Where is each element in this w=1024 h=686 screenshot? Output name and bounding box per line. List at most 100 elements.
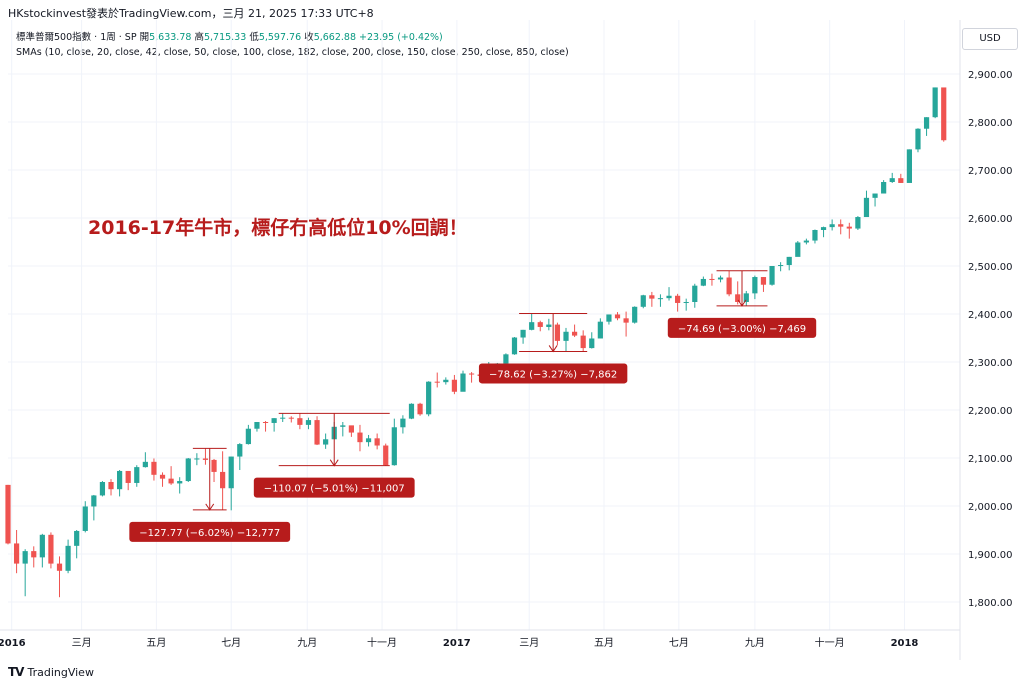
candle-down: [159, 474, 166, 479]
candle-down: [13, 543, 20, 564]
measure-label: −74.69 (−3.00%) −7,469: [678, 324, 806, 335]
candle-up: [563, 331, 569, 341]
candle-up: [915, 128, 921, 150]
y-tick-label: 2,800.00: [968, 118, 1013, 129]
chart-title: 2016-17年牛市，標仔冇高低位10%回調！: [88, 216, 468, 239]
chart-area[interactable]: −127.77 (−6.02%) −12,777 −110.07 (−5.01%)…: [0, 0, 1024, 660]
low-value: 5,597.76: [258, 32, 302, 43]
tradingview-logo-icon: TV: [8, 665, 25, 679]
candle-up: [529, 322, 535, 330]
measure-arrow-head: [737, 299, 747, 307]
candle-down: [56, 563, 63, 571]
measure-label: −127.77 (−6.02%) −12,777: [139, 528, 280, 539]
candle-down: [151, 461, 157, 475]
candle-down: [383, 445, 389, 466]
x-tick-label: 九月: [297, 637, 317, 649]
y-tick-label: 2,700.00: [968, 166, 1013, 177]
x-tick-label: 三月: [519, 637, 539, 649]
candle-up: [717, 277, 724, 280]
candle-down: [434, 381, 440, 383]
y-tick-label: 1,900.00: [968, 550, 1013, 561]
y-tick-label: 2,400.00: [968, 310, 1013, 321]
measure-label: −78.62 (−3.27%) −7,862: [489, 369, 617, 380]
open-label: 開: [139, 32, 150, 43]
candle-up: [520, 329, 526, 338]
candle-up: [700, 278, 706, 286]
currency-button[interactable]: USD: [962, 28, 1018, 50]
symbol-label[interactable]: 標準普爾500指數 · 1周 · SP: [16, 32, 137, 43]
candle-up: [769, 266, 775, 285]
x-tick-label: 2016: [0, 638, 26, 649]
price-range-measure: −110.07 (−5.01%) −11,007: [253, 412, 415, 498]
candle-up: [511, 337, 518, 355]
candle-down: [760, 277, 767, 285]
candle-down: [220, 471, 226, 489]
candle-up: [803, 240, 809, 243]
price-axis[interactable]: 1,800.00 1,900.00 2,000.00 2,100.00 2,200.00…: [959, 20, 1013, 660]
tradingview-logo[interactable]: TV TradingView: [8, 664, 94, 680]
candle-up: [743, 293, 749, 302]
low-label: 低: [249, 32, 259, 43]
ohlc-line: 標準普爾500指數 · 1周 · SP 開5,633.78 高5,715.33 …: [16, 30, 569, 45]
candle-up: [254, 422, 260, 429]
candle-up: [400, 418, 406, 428]
time-axis[interactable]: 2016 三月 五月 七月 九月 十一月 2017 三月 五月 七月 九月 十一月 2018: [0, 629, 960, 649]
candle-down: [5, 484, 11, 544]
candle-down: [451, 379, 458, 392]
candle-up: [365, 438, 372, 443]
price-range-measure: −78.62 (−3.27%) −7,862: [478, 313, 628, 384]
candle-up: [91, 495, 97, 507]
candle-up: [426, 381, 432, 415]
x-tick-label: 七月: [221, 637, 241, 649]
measure-label-box: [129, 521, 291, 542]
candle-up: [117, 470, 123, 490]
candle-up: [640, 295, 646, 307]
measure-arrow-head: [205, 503, 215, 511]
y-tick-label: 2,000.00: [968, 502, 1013, 513]
sma-line[interactable]: SMAs (10, close, 20, close, 42, close, 5…: [16, 47, 569, 58]
measure-label-box: [667, 317, 817, 338]
candle-up: [185, 458, 191, 482]
x-tick-label: 九月: [745, 637, 765, 649]
candle-up: [460, 373, 466, 392]
price-range-measure: −127.77 (−6.02%) −12,777: [129, 447, 291, 542]
candle-down: [357, 432, 363, 443]
candle-up: [666, 295, 672, 299]
candle-down: [580, 335, 586, 349]
measure-label-box: [478, 363, 628, 384]
candle-down: [838, 224, 844, 227]
candle-down: [31, 551, 37, 558]
x-tick-label: 2017: [443, 638, 471, 649]
y-tick-label: 2,100.00: [968, 454, 1013, 465]
candle-up: [632, 306, 638, 323]
y-tick-label: 1,800.00: [968, 598, 1013, 609]
candle-up: [237, 444, 243, 457]
candle-down: [898, 178, 904, 183]
x-tick-label: 十一月: [815, 636, 845, 649]
candle-up: [906, 149, 912, 183]
candle-up: [546, 324, 552, 327]
candles: [5, 87, 947, 598]
candle-down: [726, 277, 732, 295]
candle-down: [468, 373, 475, 375]
candle-up: [245, 428, 251, 445]
candle-down: [735, 294, 741, 302]
candle-up: [22, 551, 28, 564]
candle-up: [683, 302, 689, 303]
candle-up: [589, 338, 595, 349]
change-value: +23.95 (+0.42%): [359, 32, 443, 43]
high-label: 高: [194, 32, 204, 43]
candle-up: [778, 265, 784, 267]
candle-down: [941, 87, 947, 141]
candle-down: [623, 318, 629, 323]
candle-up: [881, 182, 887, 194]
candle-up: [323, 439, 329, 445]
candle-up: [606, 314, 612, 322]
close-value: 5,662.88: [313, 32, 356, 43]
candle-up: [340, 425, 346, 427]
legend: 標準普爾500指數 · 1周 · SP 開5,633.78 高5,715.33 …: [16, 30, 569, 60]
candle-down: [614, 314, 621, 319]
close-label: 收: [304, 32, 314, 43]
measure-arrow-head: [329, 459, 339, 467]
candle-up: [597, 321, 603, 339]
